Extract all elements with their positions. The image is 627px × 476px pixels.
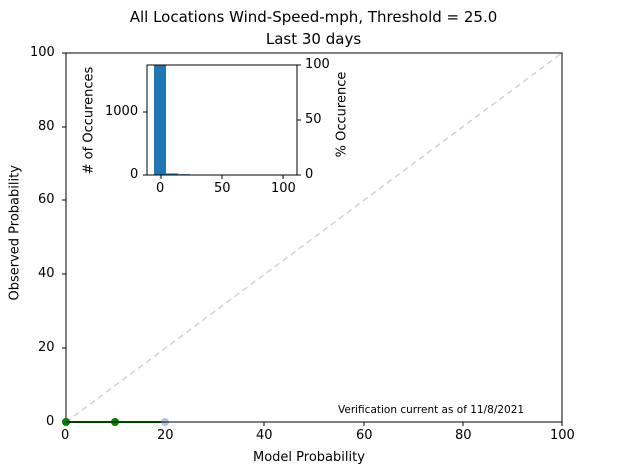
x-axis-label: Model Probability	[253, 450, 365, 465]
inset-right-axis-label: % Occurence	[334, 71, 350, 158]
x-tick-label: 100	[550, 428, 575, 443]
chart-title: All Locations Wind-Speed-mph, Threshold …	[129, 8, 498, 26]
perfect-reliability-line	[65, 52, 563, 423]
chart-subtitle: Last 30 days	[265, 30, 362, 48]
y-tick-label: 80	[38, 119, 55, 134]
y-axis-label: Observed Probability	[7, 165, 23, 301]
inset-x-tick-label: 50	[214, 181, 231, 196]
x-tick-label: 20	[157, 428, 174, 443]
inset-ticks	[143, 64, 301, 179]
x-tick-label: 40	[256, 428, 273, 443]
x-tick-label: 60	[356, 428, 373, 443]
inset-x-tick-label: 100	[271, 181, 296, 196]
inset-right-tick-label: 100	[305, 57, 330, 72]
verification-annotation: Verification current as of 11/8/2021	[338, 404, 525, 416]
y-ticks	[62, 52, 66, 423]
y-tick-label: 0	[46, 414, 55, 429]
y-tick-label: 100	[30, 45, 55, 60]
histogram-bar	[154, 65, 166, 175]
inset-right-tick-label: 0	[305, 167, 314, 182]
y-tick-label: 40	[38, 266, 55, 281]
x-tick-label: 0	[61, 428, 70, 443]
y-tick-label: 20	[38, 340, 55, 355]
x-tick-label: 80	[455, 428, 472, 443]
inset-x-tick-label: 0	[156, 181, 165, 196]
y-tick-label: 60	[38, 192, 55, 207]
inset-y-tick-label: 0	[130, 167, 139, 182]
inset-left-axis-label: # of Occurences	[81, 66, 97, 175]
inset-right-tick-label: 50	[305, 112, 322, 127]
histogram-bar	[166, 173, 178, 175]
inset-y-tick-label: 1000	[105, 104, 139, 119]
